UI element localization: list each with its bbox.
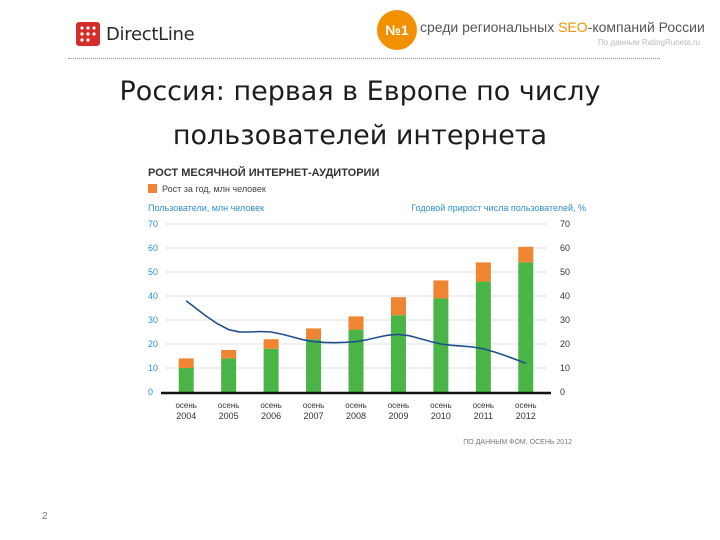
legend-swatch-growth [148,184,157,193]
page-title-line-2: пользователей интернета [172,120,548,151]
x-tick-label-year: 2006 [261,411,281,421]
x-tick-label-year: 2005 [219,411,239,421]
x-tick-label-season: осень [260,401,281,410]
x-tick-label-season: осень [473,401,494,410]
y-tick-left-label: 60 [148,243,158,253]
directline-logo[interactable]: DirectLine [76,22,195,46]
y-tick-left-label: 50 [148,267,158,277]
y-tick-right-label: 40 [560,291,570,301]
x-tick-label-year: 2004 [176,411,196,421]
y-tick-right-label: 10 [560,363,570,373]
y-axis-right-label: Годовой прирост числа пользователей, % [411,203,586,213]
x-tick-label-year: 2008 [346,411,366,421]
internet-audience-chart: РОСТ МЕСЯЧНОЙ ИНТЕРНЕТ-АУДИТОРИИ Рост за… [148,166,586,446]
y-axis-left-label: Пользователи, млн человек [148,203,264,213]
x-tick-label-season: осень [430,401,451,410]
y-tick-left-label: 20 [148,339,158,349]
directline-logo-mark [76,22,100,46]
header-divider [68,58,660,59]
bar-growth [263,339,279,349]
bar-users [348,329,364,392]
y-tick-left-label: 10 [148,363,158,373]
x-tick-label-season: осень [515,401,536,410]
bar-growth [433,280,449,299]
bar-growth [221,350,237,359]
growth-percent-line [185,300,527,364]
x-tick-label-year: 2011 [474,411,493,421]
chart-title: РОСТ МЕСЯЧНОЙ ИНТЕРНЕТ-АУДИТОРИИ [148,166,379,179]
y-tick-right-label: 50 [560,267,570,277]
x-tick-label-season: осень [218,401,239,410]
logo-text: DirectLine [106,23,195,45]
x-tick-label-year: 2010 [431,411,451,421]
page-title-line-1: Россия: первая в Европе по числу [119,76,601,107]
tagline-seo: SEO [558,19,588,35]
x-tick-label-season: осень [175,401,196,410]
x-tick-label-season: осень [345,401,366,410]
y-tick-right-label: 20 [560,339,570,349]
bar-growth [390,297,406,316]
y-tick-left-label: 30 [148,315,158,325]
x-tick-label-season: осень [388,401,409,410]
y-tick-left-label: 70 [148,219,158,229]
bar-users [390,315,406,392]
bar-users [221,358,237,392]
tagline: среди региональных SEO-компаний России [420,19,705,35]
bar-users [178,368,194,392]
x-tick-label-year: 2007 [304,411,324,421]
bar-users [263,348,279,392]
page-number: 2 [42,511,48,522]
rating-source-note: По данным RatingRuneta.ru [598,38,701,47]
y-tick-right-label: 60 [560,243,570,253]
legend-label-growth: Рост за год, млн человек [162,184,266,194]
y-tick-left-label: 40 [148,291,158,301]
bar-users [518,262,534,392]
bar-users [433,298,449,392]
bar-growth [178,358,194,368]
bar-growth [518,246,534,263]
rank-badge: №1 [377,10,417,50]
y-axis-left-ticks: 0 10 20 30 40 50 60 70 [148,219,158,397]
bar-users [475,281,491,392]
y-tick-left-label: 0 [148,387,153,397]
bar-series [178,246,534,392]
y-axis-right-ticks: 0 10 20 30 40 50 60 70 [560,219,570,397]
y-tick-right-label: 0 [560,387,565,397]
grid-dots-icon [80,26,96,42]
y-tick-right-label: 30 [560,315,570,325]
page-title: Россия: первая в Европе по числу пользов… [40,70,680,158]
x-tick-label-season: осень [303,401,324,410]
tagline-suffix: -компаний России [587,19,705,35]
x-axis-labels: осень2004осень2005осень2006осень2007осен… [175,401,536,421]
y-tick-right-label: 70 [560,219,570,229]
chart-source: ПО ДАННЫМ ФОМ, ОСЕНЬ 2012 [463,439,572,446]
bar-growth [348,316,364,330]
x-tick-label-year: 2009 [388,411,408,421]
tagline-prefix: среди региональных [420,19,559,35]
bar-growth [475,262,491,282]
x-tick-label-year: 2012 [516,411,536,421]
bar-growth [306,328,322,340]
bar-users [306,339,322,392]
